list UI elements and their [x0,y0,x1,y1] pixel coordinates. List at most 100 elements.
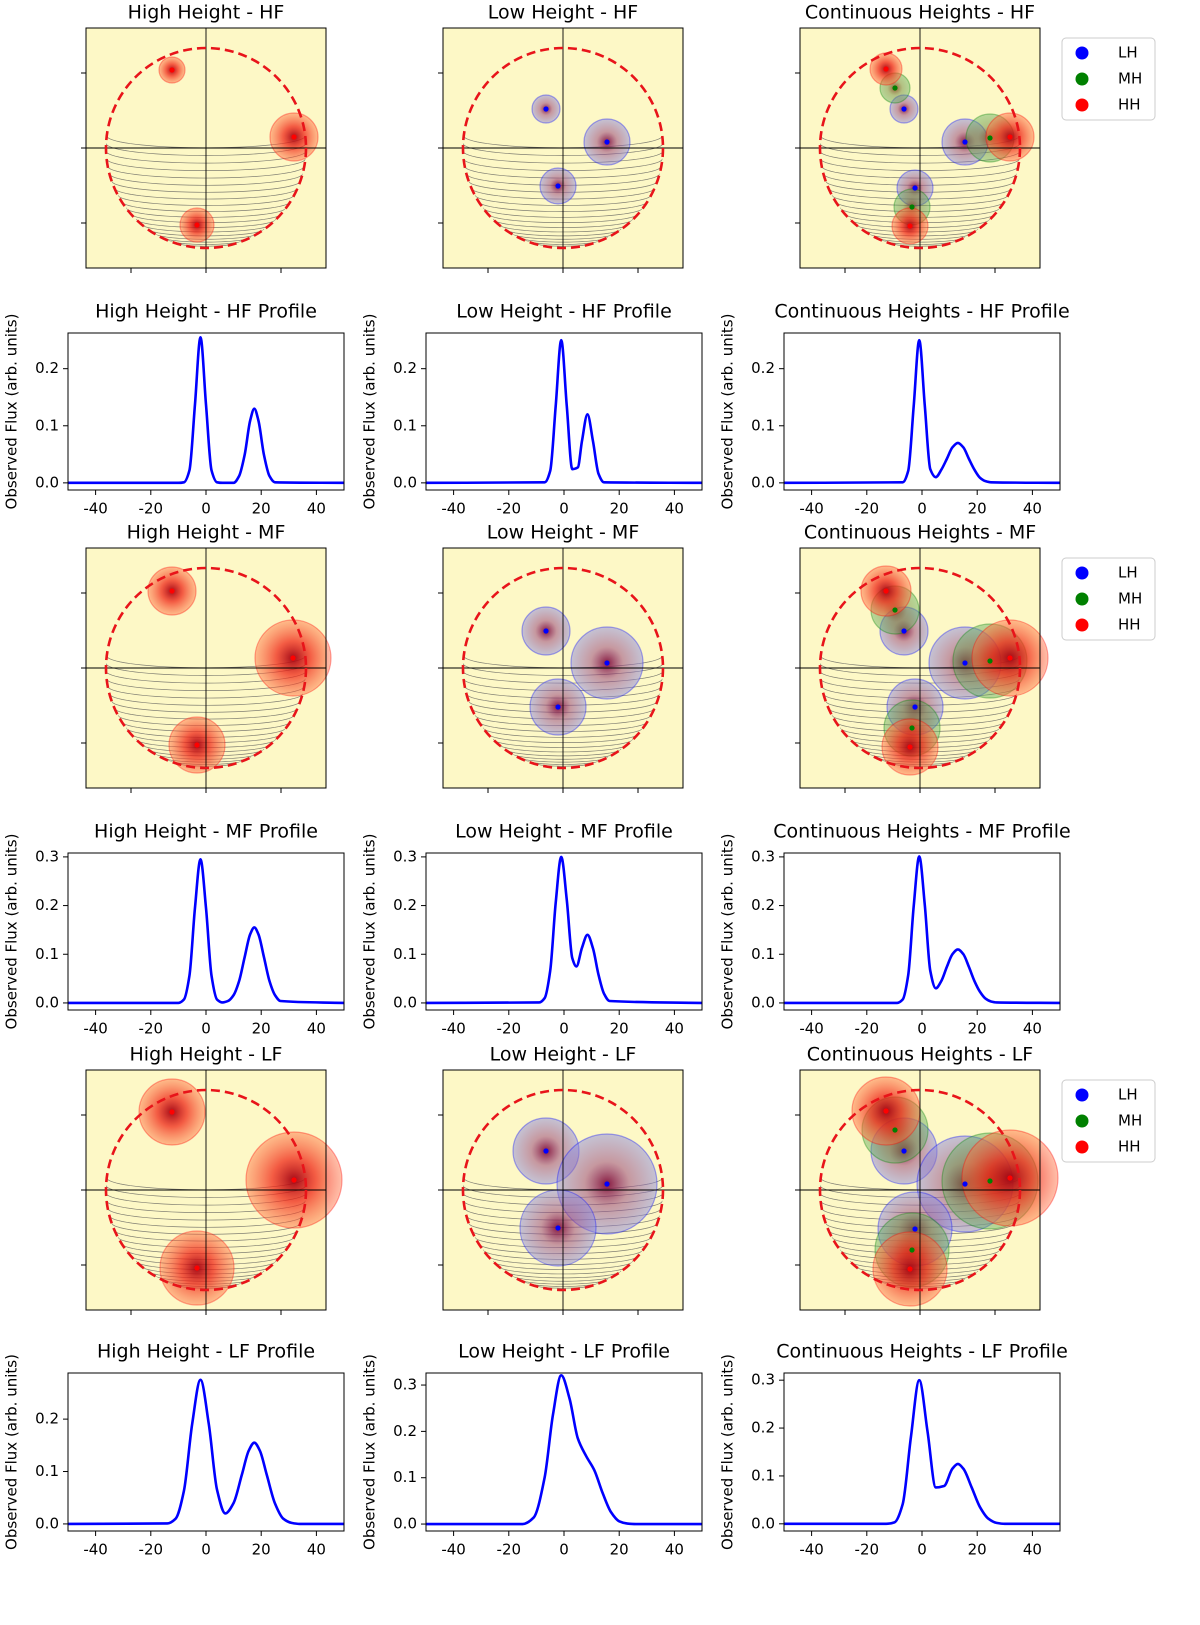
x-tick-label: 0 [917,1541,927,1559]
legend-marker [1075,98,1089,112]
y-tick-label: 0.0 [751,993,775,1011]
y-tick-label: 0.0 [393,473,417,491]
spot-center [604,1181,610,1187]
y-axis-label: Observed Flux (arb. units) [361,834,379,1030]
spot-center [962,1181,968,1187]
y-tick-label: 0.3 [751,1371,775,1389]
plot-frame [67,852,345,1011]
profile-line [784,855,1060,1005]
spot-center [912,704,918,710]
spot-center [543,106,549,112]
spot-center [907,1266,913,1272]
x-tick-label: 0 [559,500,569,518]
legend-marker [1075,618,1089,632]
plot-frame [425,852,703,1011]
legend-marker [1075,1088,1089,1102]
x-tick-label: 40 [665,500,684,518]
x-tick-label: 20 [252,1020,271,1038]
stellar-disk [104,1088,308,1292]
spot-center [962,660,968,666]
plot-frame [783,852,1061,1011]
map-title: High Height - HF [128,2,285,24]
y-tick-label: 0.1 [393,416,417,434]
spot-center [892,85,898,91]
x-tick-label: 0 [201,1020,211,1038]
spot-center [555,704,561,710]
y-tick-label: 0.2 [751,1419,775,1437]
x-tick-label: -40 [441,1541,466,1559]
spot-center [1007,655,1013,661]
y-tick-label: 0.1 [751,945,775,963]
spot-center [291,134,297,140]
y-tick-label: 0.1 [751,416,775,434]
spot-center [169,1109,175,1115]
y-tick-label: 0.2 [35,1410,59,1428]
map-title: High Height - MF [127,522,286,544]
legend-marker [1075,1140,1089,1154]
x-tick-label: 20 [610,1020,629,1038]
map-title: Low Height - LF [490,1044,637,1066]
x-tick-label: -40 [799,1020,824,1038]
y-tick-label: 0.3 [35,847,59,865]
y-axis-label: Observed Flux (arb. units) [361,314,379,510]
stellar-disk [818,566,1022,770]
spot-center [883,1108,889,1114]
profile-title: High Height - MF Profile [94,821,318,843]
y-tick-label: 0.1 [751,1466,775,1484]
spot-center [290,655,296,661]
x-tick-label: -40 [799,500,824,518]
spot-center [962,139,968,145]
spot-center [291,1177,297,1183]
y-tick-label: 0.1 [393,1468,417,1486]
x-tick-label: -20 [855,500,880,518]
spot-center [901,628,907,634]
x-tick-label: 0 [559,1020,569,1038]
x-tick-label: 0 [201,1541,211,1559]
stellar-disk [461,46,665,250]
spot-center [194,222,200,228]
y-tick-label: 0.2 [751,359,775,377]
y-tick-label: 0.2 [393,359,417,377]
y-tick-label: 0.2 [751,896,775,914]
x-tick-label: 40 [1023,1020,1042,1038]
x-tick-label: 20 [610,1541,629,1559]
x-tick-label: 20 [968,1541,987,1559]
y-tick-label: 0.0 [35,1514,59,1532]
legend-label: HH [1118,616,1141,634]
y-tick-label: 0.3 [393,1376,417,1394]
x-tick-label: 20 [968,1020,987,1038]
stellar-disk [104,46,308,250]
x-tick-label: 20 [252,500,271,518]
plot-frame [67,1372,345,1532]
profile-line [68,1378,344,1526]
spot-center [883,588,889,594]
legend-label: MH [1118,70,1142,88]
map-title: Low Height - MF [487,522,640,544]
spot-center [909,725,915,731]
x-tick-label: 0 [201,500,211,518]
legend-marker [1075,592,1089,606]
x-tick-label: 40 [307,500,326,518]
legend-label: LH [1118,564,1138,582]
x-tick-label: 20 [610,500,629,518]
legend-label: HH [1118,96,1141,114]
map-title: Continuous Heights - HF [805,2,1035,24]
profile-line [784,1378,1060,1526]
spot-center [892,607,898,613]
map-title: Low Height - HF [488,2,638,24]
x-tick-label: -40 [799,1541,824,1559]
x-tick-label: -20 [497,1541,522,1559]
profile-title: Continuous Heights - LF Profile [776,1341,1068,1363]
spot-center [987,135,993,141]
x-tick-label: 40 [1023,500,1042,518]
spot-center [169,588,175,594]
spot-center [892,1127,898,1133]
legend-label: HH [1118,1138,1141,1156]
y-axis-label: Observed Flux (arb. units) [719,1354,737,1550]
x-tick-label: -20 [139,1541,164,1559]
y-tick-label: 0.2 [393,1422,417,1440]
legend-marker [1075,72,1089,86]
y-tick-label: 0.3 [393,847,417,865]
x-tick-label: 0 [559,1541,569,1559]
